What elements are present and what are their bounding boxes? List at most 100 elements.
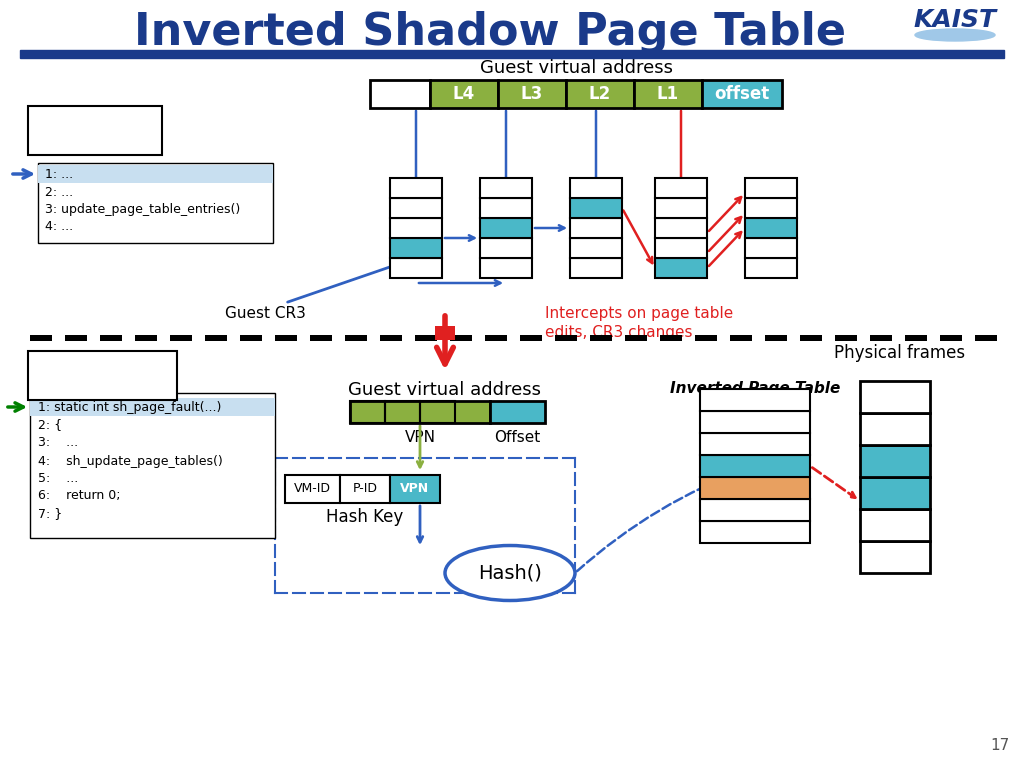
Bar [310, 335, 332, 341]
Bar [700, 433, 810, 455]
Bar [570, 258, 622, 278]
Bar [634, 80, 702, 108]
Bar [480, 218, 532, 238]
FancyBboxPatch shape [28, 106, 162, 155]
Text: Inverted Page Table: Inverted Page Table [670, 380, 840, 396]
Bar [800, 335, 822, 341]
Bar [340, 475, 390, 503]
Text: 7: }: 7: } [38, 508, 62, 521]
Bar [350, 401, 385, 423]
Bar [860, 477, 930, 509]
Text: Guest OS: Guest OS [49, 121, 140, 141]
Bar [480, 178, 532, 198]
Text: L4: L4 [453, 85, 475, 103]
Bar [745, 258, 797, 278]
Bar [570, 198, 622, 218]
Bar [905, 335, 927, 341]
Text: 3: update_page_table_entries(): 3: update_page_table_entries() [45, 204, 241, 217]
Bar [745, 198, 797, 218]
Bar [38, 163, 273, 243]
Text: Guest virtual address: Guest virtual address [348, 381, 542, 399]
Text: L3: L3 [521, 85, 543, 103]
Bar [350, 401, 490, 423]
Text: Offset: Offset [494, 429, 540, 445]
Bar [38, 165, 273, 183]
Bar [870, 335, 892, 341]
Bar [480, 198, 532, 218]
Bar [860, 413, 930, 445]
Bar [730, 335, 752, 341]
Bar [745, 178, 797, 198]
Text: Hash(): Hash() [478, 564, 542, 582]
Bar [30, 335, 52, 341]
Text: offset: offset [715, 85, 770, 103]
Text: 17: 17 [991, 738, 1010, 753]
Bar [390, 475, 440, 503]
Text: KAIST: KAIST [913, 8, 996, 32]
Text: 1: ...: 1: ... [45, 167, 73, 180]
Bar [520, 335, 542, 341]
Text: Hash Key: Hash Key [327, 508, 403, 526]
Bar [285, 475, 340, 503]
Bar [860, 541, 930, 573]
Text: Hypervisor: Hypervisor [49, 366, 155, 386]
Bar [700, 521, 810, 543]
Bar [170, 335, 193, 341]
Bar [435, 326, 455, 340]
Text: Inverted Shadow Page Table: Inverted Shadow Page Table [134, 12, 846, 55]
Bar [390, 178, 442, 198]
Bar [860, 509, 930, 541]
Bar [570, 238, 622, 258]
Bar [415, 335, 437, 341]
Bar [700, 477, 810, 499]
Text: 2: {: 2: { [38, 419, 62, 432]
Bar [490, 401, 545, 423]
Text: VM-ID: VM-ID [294, 482, 331, 495]
Bar [745, 238, 797, 258]
Bar [700, 455, 810, 477]
Text: Guest CR3: Guest CR3 [224, 306, 305, 320]
Bar [975, 335, 997, 341]
Text: 3:    ...: 3: ... [38, 436, 78, 449]
Bar [655, 178, 707, 198]
Bar [380, 335, 402, 341]
Bar [390, 218, 442, 238]
Bar [860, 445, 930, 477]
Bar [370, 80, 430, 108]
Bar [566, 80, 634, 108]
Bar [765, 335, 787, 341]
Bar [20, 50, 1004, 58]
Bar [655, 198, 707, 218]
Bar [275, 335, 297, 341]
Bar [940, 335, 962, 341]
Bar [695, 335, 717, 341]
Text: 6:    return 0;: 6: return 0; [38, 489, 121, 502]
Text: Intercepts on page table
edits, CR3 changes: Intercepts on page table edits, CR3 chan… [545, 306, 733, 340]
Bar [860, 381, 930, 413]
Bar [480, 258, 532, 278]
Text: 5:    ...: 5: ... [38, 472, 78, 485]
Text: 4:    sh_update_page_tables(): 4: sh_update_page_tables() [38, 455, 223, 468]
Bar [135, 335, 157, 341]
Bar [625, 335, 647, 341]
Bar [700, 411, 810, 433]
Bar [390, 258, 442, 278]
Text: 4: ...: 4: ... [45, 220, 73, 233]
FancyBboxPatch shape [28, 351, 177, 400]
Ellipse shape [915, 29, 995, 41]
Bar [30, 393, 275, 538]
Bar [570, 178, 622, 198]
Text: P-ID: P-ID [352, 482, 378, 495]
Bar [485, 335, 507, 341]
Bar [480, 238, 532, 258]
Bar [205, 335, 227, 341]
Bar [390, 198, 442, 218]
Text: Physical frames: Physical frames [835, 344, 966, 362]
Bar [385, 401, 420, 423]
Bar [65, 335, 87, 341]
Bar [745, 218, 797, 238]
Bar [345, 335, 367, 341]
Text: 1: static int sh_page_fault(...): 1: static int sh_page_fault(...) [38, 400, 221, 413]
Bar [700, 389, 810, 411]
Bar [430, 80, 498, 108]
